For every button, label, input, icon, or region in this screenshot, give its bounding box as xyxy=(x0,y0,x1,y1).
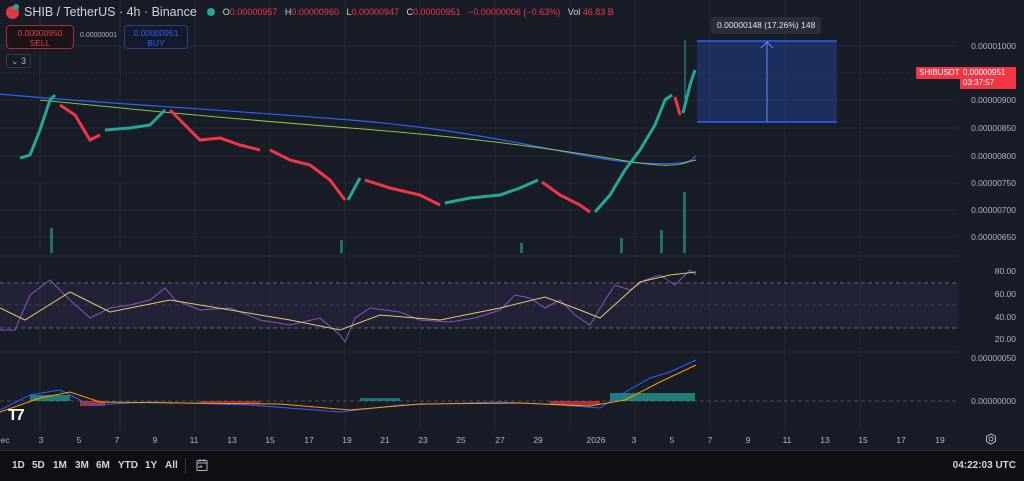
collapse-indicators-button[interactable]: ⌄ 3 xyxy=(6,54,31,68)
range-5d-button[interactable]: 5D xyxy=(32,460,45,471)
market-open-icon xyxy=(206,8,215,16)
utc-clock[interactable]: 04:22:03 UTC xyxy=(952,460,1016,471)
rsi-band xyxy=(0,283,958,328)
measure-tooltip: 0.00000148 (17.26%) 148 xyxy=(711,17,822,34)
rsi-ma-line xyxy=(0,271,697,331)
range-6m-button[interactable]: 6M xyxy=(96,460,110,471)
spread-value: 0.00000001 xyxy=(80,32,117,39)
candles xyxy=(19,69,697,214)
time-axis[interactable]: ec 3 5 7 9 11 13 15 17 19 21 23 25 27 29… xyxy=(0,435,945,445)
macd-histogram xyxy=(30,393,695,406)
settings-gear-icon[interactable] xyxy=(985,433,997,445)
symbol-price-tag: SHIBUSDT xyxy=(916,67,963,79)
macd-line xyxy=(0,359,697,413)
goto-date-icon[interactable] xyxy=(195,458,209,472)
range-all-button[interactable]: All xyxy=(165,460,178,471)
sell-button[interactable]: 0.00000950 SELL xyxy=(6,25,74,49)
toolbar-divider xyxy=(185,458,186,474)
ohlc-values: O0.00000957 H0.00000960 L0.00000947 C0.0… xyxy=(222,7,614,17)
buy-button[interactable]: 0.00000951 BUY xyxy=(124,25,188,49)
volume-bars xyxy=(50,192,686,253)
range-1y-button[interactable]: 1Y xyxy=(145,460,158,471)
signal-line xyxy=(0,364,697,413)
range-ytd-button[interactable]: YTD xyxy=(118,460,138,471)
range-3m-button[interactable]: 3M xyxy=(75,460,89,471)
range-1d-button[interactable]: 1D xyxy=(12,460,25,471)
price-axis[interactable]: 0.00001000 0.00000900 0.00000850 0.00000… xyxy=(958,0,1024,430)
tradingview-logo[interactable]: T7 xyxy=(8,407,25,424)
symbol-legend: SHIB / TetherUS · 4h · Binance O0.000009… xyxy=(6,3,619,19)
ma-blue-line xyxy=(0,93,697,165)
bottom-toolbar: 1D 5D 1M 3M 6M YTD 1Y All 04:22:03 UTC xyxy=(0,450,1024,481)
ma-green-line xyxy=(39,99,697,166)
chart-canvas[interactable] xyxy=(0,0,958,430)
symbol-title[interactable]: SHIB / TetherUS · 4h · Binance xyxy=(24,5,197,19)
range-1m-button[interactable]: 1M xyxy=(53,460,67,471)
shib-coin-icon xyxy=(6,3,19,19)
last-price-tag: 0.00000951 03:37:57 xyxy=(960,67,1016,89)
rsi-line xyxy=(0,269,697,344)
